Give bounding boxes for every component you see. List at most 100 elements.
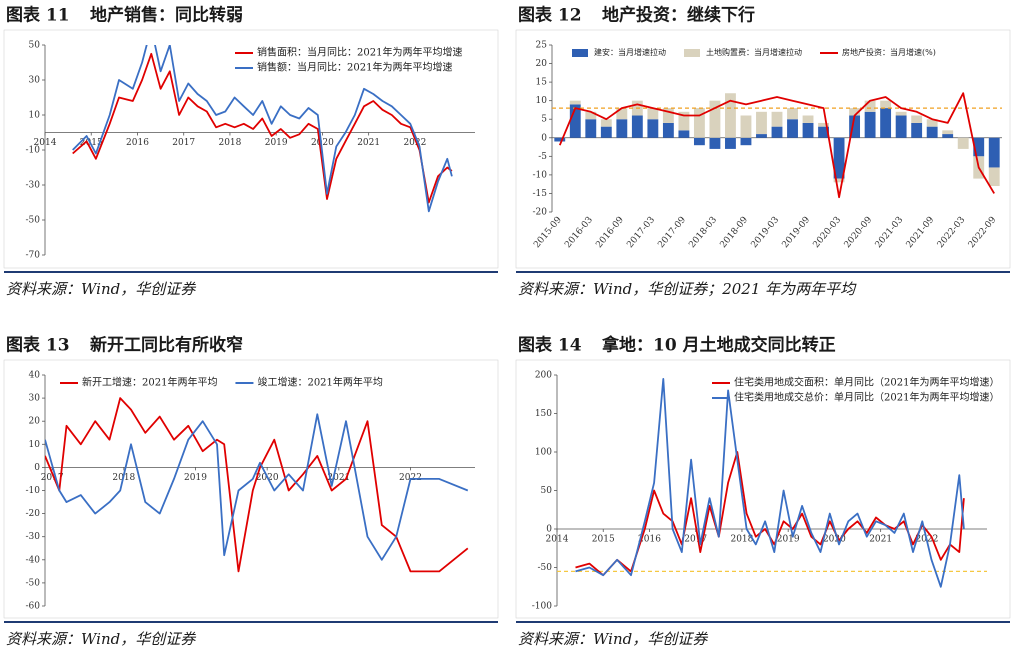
- y-tick-label: -30: [26, 532, 41, 542]
- x-tick-label: 2020-09: [843, 215, 875, 250]
- y-tick-label: 200: [535, 371, 552, 381]
- bar: [988, 137, 1000, 168]
- x-tick-label: 2021-09: [905, 215, 937, 250]
- series-line: [575, 378, 965, 588]
- legend-label: 竣工增速：2021年两年平均: [257, 376, 382, 389]
- bar: [740, 115, 752, 138]
- bar: [833, 137, 845, 179]
- bar: [725, 137, 736, 149]
- y-tick-label: -50: [26, 216, 41, 226]
- bar: [864, 111, 876, 138]
- y-tick-label: 30: [29, 76, 41, 86]
- bar: [942, 130, 954, 135]
- x-tick-label: 2016-09: [594, 215, 626, 250]
- y-tick-label: 30: [29, 394, 41, 404]
- x-tick-label: 2018: [730, 535, 753, 545]
- bar: [849, 108, 861, 116]
- y-tick-label: 50: [541, 486, 553, 496]
- figure-title: 拿地：10 月土地成交同比转正: [601, 335, 836, 356]
- x-tick-label: 2016-03: [563, 215, 595, 250]
- y-tick-label: -15: [533, 189, 548, 199]
- x-tick-label: 2022: [403, 138, 426, 148]
- x-tick-label: 2017-03: [625, 215, 657, 250]
- y-tick-label: -50: [26, 578, 41, 588]
- x-tick-label: 2021: [869, 535, 892, 545]
- legend-swatch: [684, 49, 700, 57]
- bar: [600, 119, 612, 127]
- y-tick-label: -30: [26, 181, 41, 191]
- figure-title: 新开工同比有所收窄: [90, 335, 243, 356]
- legend-label: 建安：当月增速拉动: [594, 47, 666, 57]
- y-tick-label: 10: [29, 440, 41, 450]
- x-tick-label: 2020: [311, 138, 334, 148]
- x-tick-label: 2019: [184, 473, 207, 483]
- y-tick-label: 100: [535, 448, 552, 458]
- figure-label: 图表 11: [6, 5, 70, 26]
- bar: [662, 122, 674, 138]
- figure-label: 图表 13: [6, 335, 70, 356]
- x-tick-label: 2015-09: [532, 215, 564, 250]
- bar: [693, 108, 705, 138]
- legend-label: 土地购置费：当月增速拉动: [706, 47, 802, 57]
- source: 资料来源：Wind，华创证券: [6, 630, 196, 648]
- bar: [647, 108, 659, 120]
- x-tick-label: 2021-03: [874, 215, 906, 250]
- bar: [631, 115, 643, 138]
- bar: [693, 137, 705, 146]
- bar: [911, 122, 923, 138]
- bar: [895, 115, 907, 138]
- plot-frame: [3, 29, 499, 269]
- x-tick-label: 2014: [34, 138, 57, 148]
- bar: [988, 167, 1000, 187]
- bar: [585, 119, 597, 138]
- bar: [616, 119, 628, 138]
- y-tick-label: -10: [26, 146, 41, 156]
- bar: [818, 126, 829, 138]
- bar: [833, 178, 845, 183]
- bar: [973, 137, 985, 157]
- bar: [864, 100, 876, 112]
- figure-label: 图表 14: [518, 335, 582, 356]
- y-tick-label: 0: [34, 463, 40, 473]
- series-line: [45, 413, 469, 561]
- bar: [678, 130, 690, 138]
- bar: [709, 137, 721, 149]
- x-tick-label: 2021: [327, 473, 350, 483]
- bar: [895, 111, 907, 116]
- y-tick-label: -60: [26, 602, 41, 612]
- bar: [957, 137, 969, 149]
- y-tick-label: 5: [541, 115, 547, 125]
- x-tick-label: 2018-03: [687, 215, 719, 250]
- bar: [911, 115, 923, 123]
- y-tick-label: -70: [26, 251, 41, 261]
- x-tick-label: 2018: [218, 138, 241, 148]
- y-tick-label: -10: [26, 486, 41, 496]
- y-tick-label: 20: [536, 59, 548, 69]
- y-tick-label: 0: [546, 525, 552, 535]
- y-tick-label: 15: [536, 78, 548, 88]
- x-tick-label: 2020-03: [812, 215, 844, 250]
- plot-frame: [515, 29, 1011, 269]
- bar: [585, 111, 597, 120]
- bar: [787, 108, 798, 120]
- figure-title: 地产销售：同比转弱: [90, 5, 243, 26]
- y-tick-label: 20: [29, 417, 41, 427]
- x-tick-label: 2019-09: [781, 215, 813, 250]
- legend-label: 住宅类用地成交面积：单月同比（2021年为两年平均增速）: [734, 376, 999, 389]
- x-tick-label: 2021: [357, 138, 380, 148]
- legend-label: 住宅类用地成交总价：单月同比（2021年为两年平均增速）: [734, 391, 999, 404]
- source: 资料来源：Wind，华创证券: [518, 630, 708, 648]
- y-tick-label: -5: [538, 152, 547, 162]
- y-tick-label: -40: [26, 555, 41, 565]
- series-line: [45, 397, 469, 573]
- series-line: [72, 45, 453, 213]
- bar: [880, 100, 892, 109]
- y-tick-label: -50: [538, 563, 553, 573]
- bar: [740, 137, 752, 146]
- bar: [725, 93, 736, 138]
- bar: [802, 115, 814, 123]
- bar: [554, 137, 566, 142]
- y-tick-label: 50: [29, 41, 41, 51]
- x-tick-label: 2019: [265, 138, 288, 148]
- source: 资料来源：Wind，华创证券；2021 年为两年平均: [518, 280, 857, 298]
